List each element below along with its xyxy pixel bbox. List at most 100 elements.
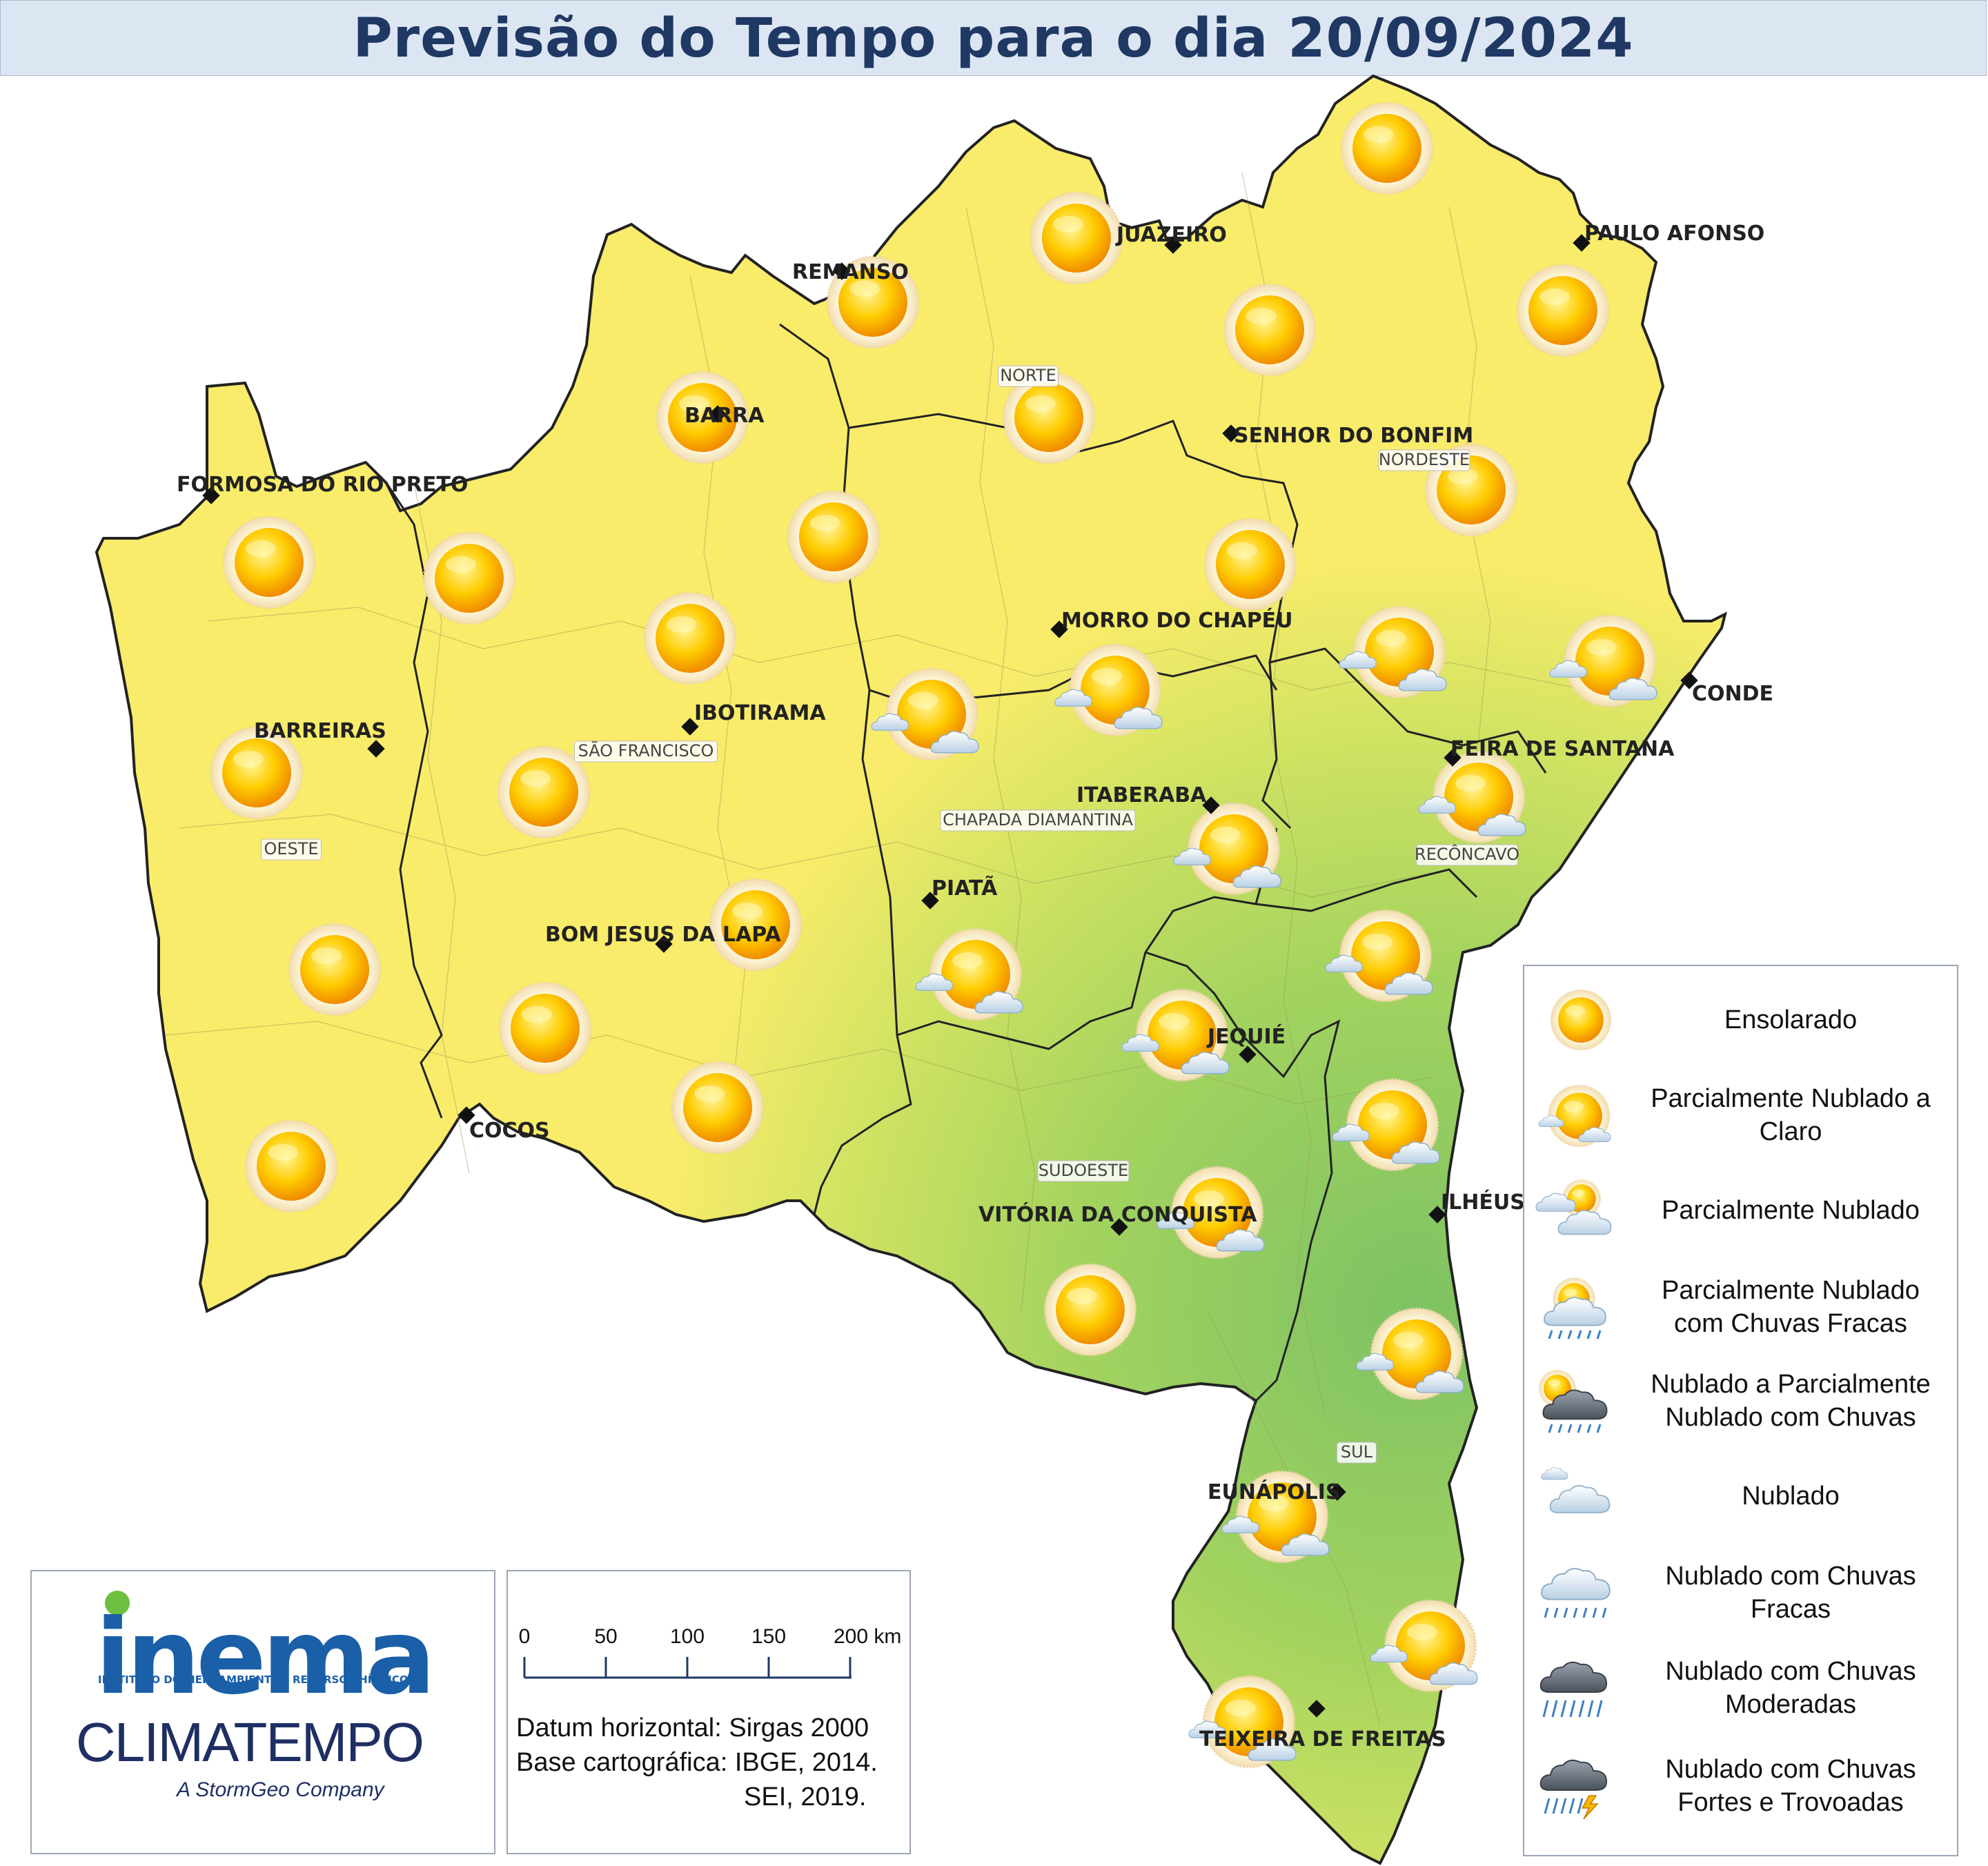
region-label: CHAPADA DIAMANTINA bbox=[940, 809, 1136, 832]
legend-label: Nublado com Chuvas Moderadas bbox=[1665, 1657, 1916, 1719]
legend-item-cloudy-light-rain: Nublado com Chuvas Fracas bbox=[1524, 1544, 1960, 1641]
city-label: BARRA bbox=[685, 404, 765, 428]
partly-cloudy-clear-icon bbox=[1189, 1676, 1296, 1767]
inema-subtitle: INSTITUTO DO MEIO AMBIENTE E RECURSOS HÍ… bbox=[98, 1673, 416, 1686]
scale-tick-label: 0 bbox=[519, 1625, 531, 1648]
title-bar: Previsão do Tempo para o dia 20/09/2024 bbox=[0, 0, 1987, 76]
base-text-2: SEI, 2019. bbox=[744, 1782, 867, 1811]
sunny-icon bbox=[1516, 264, 1610, 357]
region-label: OESTE bbox=[261, 838, 322, 861]
scale-tick-label: 50 bbox=[594, 1625, 617, 1648]
legend-item-partly-cloudy-light-rain: Parcialmente Nublado com Chuvas Fracas bbox=[1524, 1259, 1960, 1355]
region-labels-layer: NORTE NORDESTE SÃO FRANCISCO OESTE CHAPADA D… bbox=[261, 365, 1519, 1464]
cloudy-moderate-rain-icon bbox=[1539, 1661, 1608, 1718]
bahia-state-shape bbox=[95, 74, 1727, 1865]
sunny-icon bbox=[1203, 518, 1297, 611]
legend-item-cloudy-rain: Nublado a Parcialmente Nublado com Chuva… bbox=[1524, 1353, 1960, 1449]
city-label: MORRO DO CHAPÉU bbox=[1061, 608, 1293, 633]
svg-text:SÃO FRANCISCO: SÃO FRANCISCO bbox=[578, 740, 714, 760]
region-label: RECÔNCAVO bbox=[1415, 843, 1519, 866]
city-label: FEIRA DE SANTANA bbox=[1450, 737, 1675, 761]
datum-text: Datum horizontal: Sirgas 2000 bbox=[516, 1713, 869, 1742]
scale-box: 0 50 100 150 200 km Datum horizontal: Sirgas… bbox=[506, 1570, 911, 1854]
legend-label: Ensolarado bbox=[1724, 1005, 1858, 1034]
city-label: CONDE bbox=[1692, 682, 1773, 706]
state-map bbox=[95, 74, 1727, 1865]
sunny-icon bbox=[422, 531, 516, 625]
legend-label: Nublado bbox=[1742, 1482, 1840, 1511]
city-label: ILHÉUS bbox=[1441, 1190, 1525, 1215]
region-label: NORTE bbox=[998, 365, 1059, 387]
legend: Ensolarado Parcialmente Nublado a Claro Pa… bbox=[1523, 965, 1958, 1856]
sunny-icon bbox=[1223, 283, 1317, 377]
legend-item-thunderstorm: Nublado com Chuvas Fortes e Trovoadas bbox=[1524, 1738, 1960, 1834]
city-label: IBOTIRAMA bbox=[694, 701, 826, 725]
city-label: EUNÁPOLIS bbox=[1208, 1480, 1341, 1504]
inema-logo: inema bbox=[95, 1598, 435, 1718]
climatempo-subtitle: A StormGeo Company bbox=[177, 1778, 384, 1801]
partly-cloudy-clear-icon bbox=[1534, 1081, 1617, 1150]
city-label: PAULO AFONSO bbox=[1584, 222, 1764, 246]
region-label: SUL bbox=[1337, 1442, 1377, 1464]
legend-label: Nublado a Parcialmente Nublado com Chuva… bbox=[1651, 1370, 1931, 1432]
climatempo-logo: CLIMATEMPO bbox=[76, 1711, 424, 1773]
inema-logo-dot bbox=[105, 1591, 130, 1615]
city-label: BARREIRAS bbox=[254, 719, 386, 743]
sunny-icon bbox=[643, 591, 737, 685]
cloudy-icon bbox=[1541, 1467, 1611, 1513]
legend-label: Parcialmente Nublado a Claro bbox=[1651, 1084, 1931, 1146]
svg-text:CHAPADA DIAMANTINA: CHAPADA DIAMANTINA bbox=[943, 810, 1133, 829]
city-label: TEIXEIRA DE FREITAS bbox=[1199, 1727, 1446, 1751]
legend-item-sunny: Ensolarado bbox=[1524, 972, 1960, 1068]
sunny-icon bbox=[1550, 989, 1612, 1051]
city-label: COCOS bbox=[469, 1119, 550, 1143]
sunny-icon bbox=[498, 981, 592, 1075]
svg-text:OESTE: OESTE bbox=[264, 839, 318, 858]
scale-tick-label: 100 bbox=[670, 1625, 705, 1648]
city-label: JUAZEIRO bbox=[1115, 223, 1227, 247]
svg-text:SUDOESTE: SUDOESTE bbox=[1039, 1161, 1128, 1180]
sunny-icon bbox=[222, 515, 316, 609]
partly-cloudy-icon bbox=[1535, 1179, 1612, 1235]
sunny-icon bbox=[787, 490, 880, 584]
city-label: SENHOR DO BONFIM bbox=[1234, 424, 1473, 448]
city-label: ITABERABA bbox=[1076, 783, 1207, 807]
scale-bar: 0 50 100 150 200 km bbox=[519, 1625, 901, 1679]
sunny-icon bbox=[1043, 1263, 1137, 1357]
sunny-icon bbox=[244, 1119, 338, 1213]
svg-text:NORTE: NORTE bbox=[1000, 366, 1056, 385]
svg-text:RECÔNCAVO: RECÔNCAVO bbox=[1415, 843, 1519, 864]
thunderstorm-icon bbox=[1539, 1759, 1608, 1820]
city-label: REMANSO bbox=[792, 260, 909, 284]
region-label: SÃO FRANCISCO bbox=[574, 740, 718, 763]
region-label: SUDOESTE bbox=[1037, 1160, 1130, 1182]
page-title: Previsão do Tempo para o dia 20/09/2024 bbox=[353, 8, 1634, 70]
city-marker-icon bbox=[202, 487, 220, 504]
legend-label: Parcialmente Nublado com Chuvas Fracas bbox=[1662, 1276, 1920, 1338]
legend-item-cloudy: Nublado bbox=[1524, 1448, 1960, 1544]
legend-label: Nublado com Chuvas Fracas bbox=[1665, 1562, 1916, 1624]
logo-box: inema INSTITUTO DO MEIO AMBIENTE E RECUR… bbox=[30, 1570, 495, 1854]
svg-text:NORDESTE: NORDESTE bbox=[1379, 450, 1470, 469]
sunny-icon bbox=[1340, 101, 1434, 195]
legend-item-partly-cloudy-clear: Parcialmente Nublado a Claro bbox=[1524, 1067, 1960, 1163]
legend-item-cloudy-moderate-rain: Nublado com Chuvas Moderadas bbox=[1524, 1640, 1960, 1736]
cloudy-rain-icon bbox=[1539, 1369, 1608, 1433]
legend-label: Parcialmente Nublado bbox=[1662, 1196, 1920, 1225]
city-label: FORMOSA DO RIO PRETO bbox=[177, 473, 468, 497]
legend-label: Nublado com Chuvas Fortes e Trovoadas bbox=[1665, 1755, 1916, 1817]
scale-tick-label: 200 km bbox=[834, 1625, 901, 1648]
city-label: JEQUIÉ bbox=[1206, 1024, 1286, 1049]
legend-item-partly-cloudy: Parcialmente Nublado bbox=[1524, 1162, 1960, 1259]
sunny-icon bbox=[288, 923, 382, 1017]
city-label: PIATÃ bbox=[932, 875, 998, 901]
cloudy-light-rain-icon bbox=[1541, 1567, 1611, 1618]
base-text-1: Base cartográfica: IBGE, 2014. bbox=[516, 1748, 878, 1777]
sunny-icon bbox=[671, 1061, 765, 1155]
sunny-icon bbox=[1030, 191, 1123, 285]
region-label: NORDESTE bbox=[1378, 449, 1470, 471]
partly-cloudy-light-rain-icon bbox=[1543, 1277, 1607, 1339]
svg-text:SUL: SUL bbox=[1341, 1442, 1373, 1462]
scale-tick-label: 150 bbox=[751, 1625, 786, 1648]
